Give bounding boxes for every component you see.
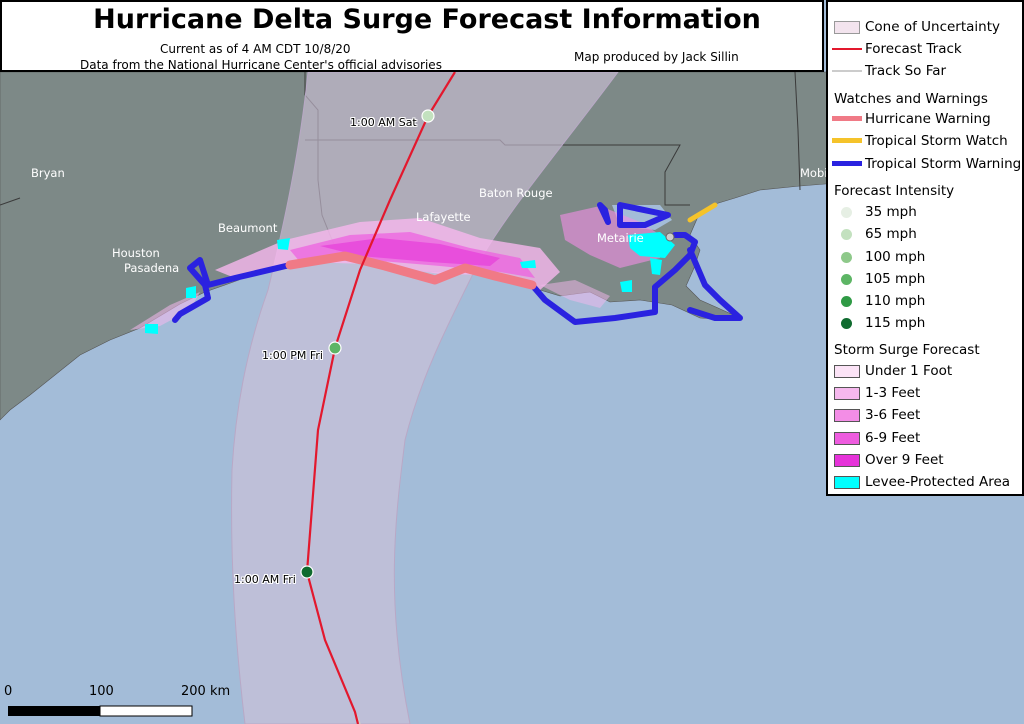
place-label-pasadena: Pasadena (124, 261, 180, 275)
scale-bar-segment (8, 706, 100, 716)
hurricane-warning[interactable] (285, 251, 537, 290)
subtitle-current: Current as of 4 AM CDT 10/8/20 (160, 42, 351, 56)
intensity-dot (841, 252, 852, 263)
legend-intensity-item: 35 mph (828, 202, 1024, 222)
tropical-storm-watch[interactable] (687, 202, 718, 223)
legend-intensity-item: 110 mph (828, 291, 1024, 311)
hurricane-warning-swatch (832, 116, 862, 121)
legend-hurricane-warning: Hurricane Warning (828, 109, 1024, 129)
surge-swatch (834, 387, 860, 400)
scale-label-mid: 100 (89, 684, 114, 699)
legend-intensity-item: 65 mph (828, 224, 1024, 244)
lake (700, 225, 724, 241)
surge-swatch (834, 432, 860, 445)
track-point-1pm-fri[interactable] (328, 341, 342, 355)
legend-intensity-header: Forecast Intensity (834, 183, 955, 199)
surge-swatch (834, 365, 860, 378)
surge-swatch (834, 409, 860, 422)
legend-panel: Cone of Uncertainty Forecast Track Track… (826, 0, 1024, 496)
legend-forecast-track: Forecast Track (828, 39, 1024, 59)
legend-ts-warning: Tropical Storm Warning (828, 154, 1024, 174)
state-border (794, 71, 801, 191)
surge-swatch (834, 454, 860, 467)
page-title: Hurricane Delta Surge Forecast Informati… (93, 4, 761, 35)
track-point-1am-sat[interactable] (421, 109, 435, 123)
legend-watches-header: Watches and Warnings (834, 91, 988, 107)
forecast-track[interactable] (305, 71, 456, 724)
scale-label-zero: 0 (4, 684, 13, 699)
levee-protected-areas (145, 232, 675, 334)
intensity-dot (841, 318, 852, 329)
ts-watch-swatch (832, 138, 862, 143)
track-label-1am-sat: 1:00 AM Sat (350, 116, 417, 129)
title-box: Hurricane Delta Surge Forecast Informati… (0, 0, 824, 72)
place-label-bryan: Bryan (31, 166, 65, 180)
legend-surge-item: 3-6 Feet (828, 405, 1024, 425)
track-label-1pm-fri: 1:00 PM Fri (262, 349, 323, 362)
legend-intensity-item: 115 mph (828, 313, 1024, 333)
legend-intensity-item: 105 mph (828, 269, 1024, 289)
track-so-far-swatch (832, 70, 862, 72)
surge-swatch (834, 476, 860, 489)
place-label-mobile: Mobi (800, 166, 828, 180)
legend-ts-watch: Tropical Storm Watch (828, 131, 1024, 151)
forecast-track-swatch (832, 48, 862, 50)
track-point-1am-fri[interactable] (300, 565, 314, 579)
place-label-beaumont: Beaumont (218, 221, 278, 235)
map-credit: Map produced by Jack Sillin (574, 50, 739, 64)
scale-label-end: 200 km (181, 684, 231, 699)
place-label-metairie: Metairie (597, 231, 644, 245)
subtitle-source: Data from the National Hurricane Center'… (80, 58, 442, 72)
legend-surge-item: 1-3 Feet (828, 383, 1024, 403)
place-label-houston: Houston (112, 246, 160, 260)
legend-surge-item: Under 1 Foot (828, 361, 1024, 381)
legend-surge-item: 6-9 Feet (828, 428, 1024, 448)
legend-surge-item: Over 9 Feet (828, 450, 1024, 470)
legend-intensity-item: 100 mph (828, 247, 1024, 267)
cone-swatch (834, 21, 860, 34)
intensity-dot (841, 274, 852, 285)
legend-track-so-far: Track So Far (828, 61, 1024, 81)
place-label-baton-rouge: Baton Rouge (479, 186, 553, 200)
legend-surge-item: Levee-Protected Area (828, 472, 1024, 492)
track-label-1am-fri: 1:00 AM Fri (234, 573, 296, 586)
intensity-dot (841, 296, 852, 307)
legend-surge-header: Storm Surge Forecast (834, 342, 980, 358)
lake (736, 218, 764, 262)
legend-cone: Cone of Uncertainty (828, 17, 1024, 37)
place-label-lafayette: Lafayette (416, 210, 471, 224)
tropical-storm-warning[interactable] (172, 202, 743, 325)
intensity-dot (841, 229, 852, 240)
intensity-dot (841, 207, 852, 218)
ts-warning-swatch (832, 161, 862, 166)
state-border (0, 197, 21, 206)
scale-bar-segment (99, 705, 193, 717)
new-orleans-point (665, 232, 675, 242)
